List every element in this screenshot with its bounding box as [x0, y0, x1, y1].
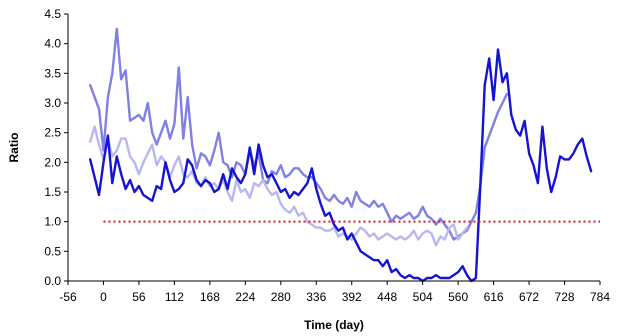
y-ticks: 0.0 0.5 1.0 1.5 2.0 2.5 3.0 3.5 4.0 4.5	[44, 7, 68, 288]
x-axis-title: Time (day)	[304, 318, 364, 332]
x-tick-label: 336	[306, 290, 326, 304]
x-tick-label: 728	[555, 290, 575, 304]
x-tick-label: 280	[271, 290, 291, 304]
x-tick-label: 560	[448, 290, 468, 304]
y-tick-label: 0.5	[44, 244, 61, 258]
x-tick-label: -56	[59, 290, 77, 304]
x-tick-label: 112	[165, 290, 184, 304]
y-tick-label: 2.5	[44, 126, 61, 140]
series-line-1	[89, 27, 509, 241]
x-tick-label: 224	[235, 290, 255, 304]
x-tick-label: 616	[484, 290, 504, 304]
x-tick-label: 448	[377, 290, 397, 304]
y-tick-label: 4.5	[44, 7, 61, 21]
y-tick-label: 4.0	[44, 37, 61, 51]
x-tick-label: 56	[132, 290, 146, 304]
x-tick-label: 168	[200, 290, 220, 304]
x-tick-label: 672	[519, 290, 539, 304]
y-axis-title: Ratio	[7, 133, 21, 163]
axes-layer	[67, 14, 600, 282]
series-line-2	[89, 125, 469, 247]
y-tick-label: 1.0	[44, 215, 61, 229]
x-tick-label: 392	[342, 290, 362, 304]
y-tick-label: 3.0	[44, 96, 61, 110]
y-tick-label: 1.5	[44, 185, 61, 199]
x-tick-label: 784	[590, 290, 610, 304]
x-tick-label: 504	[413, 290, 433, 304]
x-tick-label: 0	[100, 290, 107, 304]
x-ticks: -56 0 56 112 168 224 280 336 392 448 504 560 616 672 7…	[59, 281, 610, 304]
y-tick-label: 0.0	[44, 274, 61, 288]
y-tick-label: 3.5	[44, 66, 61, 80]
y-tick-label: 2.0	[44, 155, 61, 169]
series-line-3	[89, 48, 593, 283]
series-layer	[89, 27, 593, 283]
